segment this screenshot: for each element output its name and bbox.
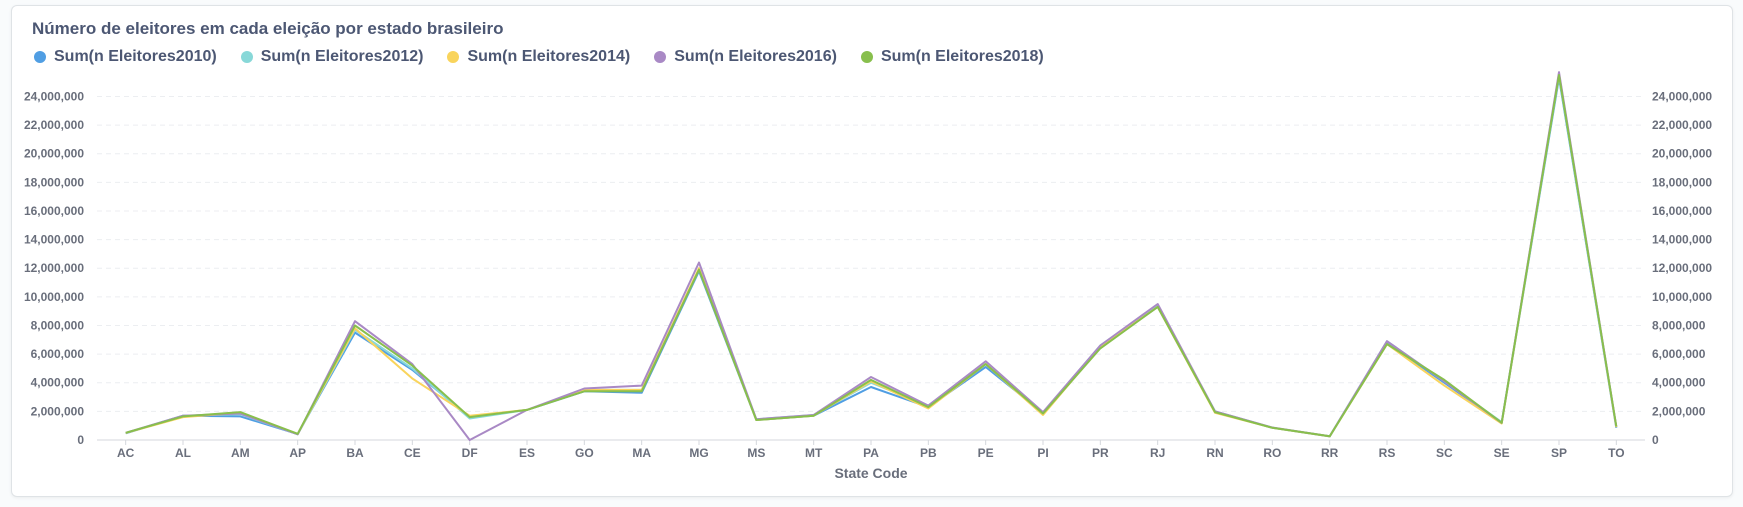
y-tick-label-right: 24,000,000 — [1652, 89, 1712, 103]
y-tick-label-left: 2,000,000 — [31, 404, 85, 418]
y-tick-label-left: 14,000,000 — [24, 233, 84, 247]
y-tick-label-left: 0 — [77, 433, 84, 447]
y-tick-label-right: 8,000,000 — [1652, 318, 1706, 332]
y-tick-label-left: 10,000,000 — [24, 290, 84, 304]
chart-title: Número de eleitores em cada eleição por … — [32, 19, 504, 38]
y-tick-label-right: 6,000,000 — [1652, 347, 1706, 361]
y-tick-label-right: 4,000,000 — [1652, 376, 1706, 390]
x-tick-label: AM — [231, 446, 250, 460]
x-tick-label: RS — [1379, 446, 1396, 460]
legend-label: Sum(n Eleitores2014) — [467, 48, 631, 65]
chart-legend: Sum(n Eleitores2010) Sum(n Eleitores2012)… — [34, 48, 1044, 66]
y-tick-label-right: 0 — [1652, 433, 1659, 447]
x-tick-label: PB — [920, 446, 937, 460]
y-tick-label-left: 22,000,000 — [24, 118, 84, 132]
x-tick-label: DF — [462, 446, 478, 460]
legend-item[interactable]: Sum(n Eleitores2016) — [654, 48, 837, 66]
x-tick-label: SP — [1551, 446, 1567, 460]
x-tick-label: GO — [575, 446, 594, 460]
x-tick-label: CE — [404, 446, 421, 460]
y-tick-label-left: 12,000,000 — [24, 261, 84, 275]
y-tick-label-right: 14,000,000 — [1652, 233, 1712, 247]
y-tick-label-left: 6,000,000 — [31, 347, 85, 361]
x-tick-label: TO — [1608, 446, 1624, 460]
legend-marker — [447, 51, 460, 63]
x-tick-label: MG — [689, 446, 708, 460]
legend-label: Sum(n Eleitores2018) — [880, 48, 1044, 65]
legend-item[interactable]: Sum(n Eleitores2010) — [34, 48, 217, 66]
y-tick-label-left: 20,000,000 — [24, 147, 84, 161]
y-tick-label-left: 8,000,000 — [31, 318, 85, 332]
x-tick-label: RN — [1206, 446, 1223, 460]
x-axis-label: State Code — [834, 465, 907, 481]
legend-marker — [240, 51, 253, 63]
legend-label: Sum(n Eleitores2010) — [54, 48, 217, 65]
legend-label: Sum(n Eleitores2012) — [260, 48, 424, 65]
legend-item[interactable]: Sum(n Eleitores2012) — [240, 48, 424, 66]
legend-marker — [654, 51, 667, 63]
x-tick-label: MS — [747, 446, 765, 460]
x-tick-label: PI — [1037, 446, 1048, 460]
x-tick-label: AC — [117, 446, 135, 460]
y-tick-label-left: 16,000,000 — [24, 204, 84, 218]
x-tick-label: MT — [805, 446, 823, 460]
series-line — [125, 72, 1618, 438]
x-tick-label: RJ — [1150, 446, 1165, 460]
legend-label: Sum(n Eleitores2016) — [674, 48, 837, 65]
y-tick-label-left: 4,000,000 — [31, 376, 85, 390]
chart-card: Número de eleitores em cada eleição por … — [11, 5, 1733, 497]
x-tick-label: MA — [632, 446, 651, 460]
y-tick-label-left: 24,000,000 — [24, 89, 84, 103]
y-tick-label-left: 18,000,000 — [24, 175, 84, 189]
legend-marker — [860, 51, 873, 63]
x-tick-label: AP — [289, 446, 306, 460]
x-tick-label: PA — [863, 446, 879, 460]
x-tick-label: BA — [346, 446, 364, 460]
legend-item[interactable]: Sum(n Eleitores2018) — [860, 48, 1044, 66]
y-tick-label-right: 18,000,000 — [1652, 175, 1712, 189]
series-line — [125, 74, 1618, 438]
y-tick-label-right: 22,000,000 — [1652, 118, 1712, 132]
y-tick-label-right: 16,000,000 — [1652, 204, 1712, 218]
x-tick-label: SE — [1494, 446, 1510, 460]
x-tick-label: PR — [1092, 446, 1109, 460]
x-tick-label: RO — [1263, 446, 1281, 460]
y-tick-label-right: 10,000,000 — [1652, 290, 1712, 304]
x-tick-label: AL — [175, 446, 191, 460]
y-tick-label-right: 2,000,000 — [1652, 404, 1706, 418]
y-tick-label-right: 12,000,000 — [1652, 261, 1712, 275]
x-tick-label: RR — [1321, 446, 1339, 460]
legend-item[interactable]: Sum(n Eleitores2014) — [447, 48, 630, 66]
x-tick-label: PE — [978, 446, 994, 460]
x-tick-label: ES — [519, 446, 535, 460]
series-line — [125, 71, 1618, 441]
legend-marker — [34, 51, 46, 63]
x-tick-label: SC — [1436, 446, 1453, 460]
y-tick-label-right: 20,000,000 — [1652, 147, 1712, 161]
